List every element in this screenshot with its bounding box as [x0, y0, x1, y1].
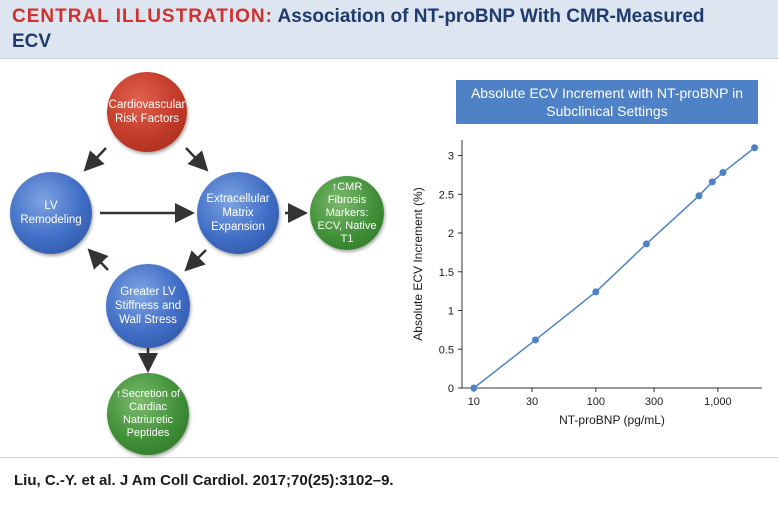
data-point — [708, 178, 716, 186]
arrow-risk-to-ecm — [185, 147, 209, 172]
node-lv-remodeling: LV Remodeling — [10, 172, 92, 254]
data-point — [592, 288, 600, 296]
arrow-risk-to-lv — [83, 147, 107, 172]
node-label: Secretion of Cardiac Natriuretic Peptide… — [121, 388, 181, 439]
citation: Liu, C.-Y. et al. J Am Coll Cardiol. 201… — [14, 472, 394, 489]
x-tick-label: 30 — [526, 396, 538, 408]
node-cmr-fibrosis-markers: ↑CMR Fibrosis Markers: ECV, Native T1 — [310, 176, 384, 250]
y-tick-label: 2 — [448, 228, 454, 240]
header-title-line2: ECV — [12, 31, 52, 52]
node-label: Cardiovascular Risk Factors — [108, 99, 186, 125]
data-point — [751, 144, 759, 152]
x-tick-label: 300 — [645, 396, 663, 408]
y-tick-label: 1 — [448, 306, 454, 318]
chart-title: Absolute ECV Increment with NT-proBNP in… — [456, 80, 758, 124]
node-label: LV Remodeling — [20, 200, 82, 226]
arrow-stiffness-to-lv — [87, 248, 109, 271]
header-line1: CENTRAL ILLUSTRATION: Association of NT-… — [12, 6, 705, 28]
y-tick-label: 3 — [448, 151, 454, 163]
node-label: Extracellular Matrix Expansion — [206, 193, 270, 233]
data-point — [531, 336, 539, 344]
y-tick-label: 1.5 — [439, 267, 454, 279]
arrow-ecm-to-stiffness — [184, 249, 207, 272]
node-extracellular-matrix-expansion: Extracellular Matrix Expansion — [197, 172, 279, 254]
data-point — [470, 384, 478, 392]
node-natriuretic-peptide-secretion: ↑Secretion of Cardiac Natriuretic Peptid… — [107, 373, 189, 455]
header-banner: CENTRAL ILLUSTRATION: Association of NT-… — [0, 0, 778, 58]
x-tick-label: 1,000 — [704, 396, 732, 408]
data-point — [642, 240, 650, 248]
chart-title-text: Absolute ECV Increment with NT-proBNP in… — [470, 85, 744, 119]
data-point — [719, 169, 727, 177]
ecv-line-chart: Absolute ECV Increment (%) NT-proBNP (pg… — [411, 140, 762, 427]
header-title: Association of NT-proBNP With CMR-Measur… — [277, 6, 705, 27]
node-cardiovascular-risk-factors: Cardiovascular Risk Factors — [107, 72, 187, 152]
data-point — [695, 192, 703, 200]
up-arrow-icon: ↑ — [115, 388, 122, 400]
y-tick-label: 2.5 — [439, 189, 454, 201]
y-tick-label: 0.5 — [439, 344, 454, 356]
up-arrow-icon: ↑ — [331, 180, 338, 193]
y-axis-label: Absolute ECV Increment (%) — [411, 187, 425, 340]
header-kicker: CENTRAL ILLUSTRATION: — [12, 6, 273, 27]
node-label: Greater LV Stiffness and Wall Stress — [114, 286, 182, 326]
node-label: CMR Fibrosis Markers: ECV, Native T1 — [317, 180, 377, 245]
node-lv-stiffness-wall-stress: Greater LV Stiffness and Wall Stress — [106, 264, 190, 348]
y-tick-label: 0 — [448, 383, 454, 395]
x-axis-label: NT-proBNP (pg/mL) — [559, 413, 665, 427]
x-tick-label: 10 — [468, 396, 480, 408]
x-tick-label: 100 — [587, 396, 605, 408]
